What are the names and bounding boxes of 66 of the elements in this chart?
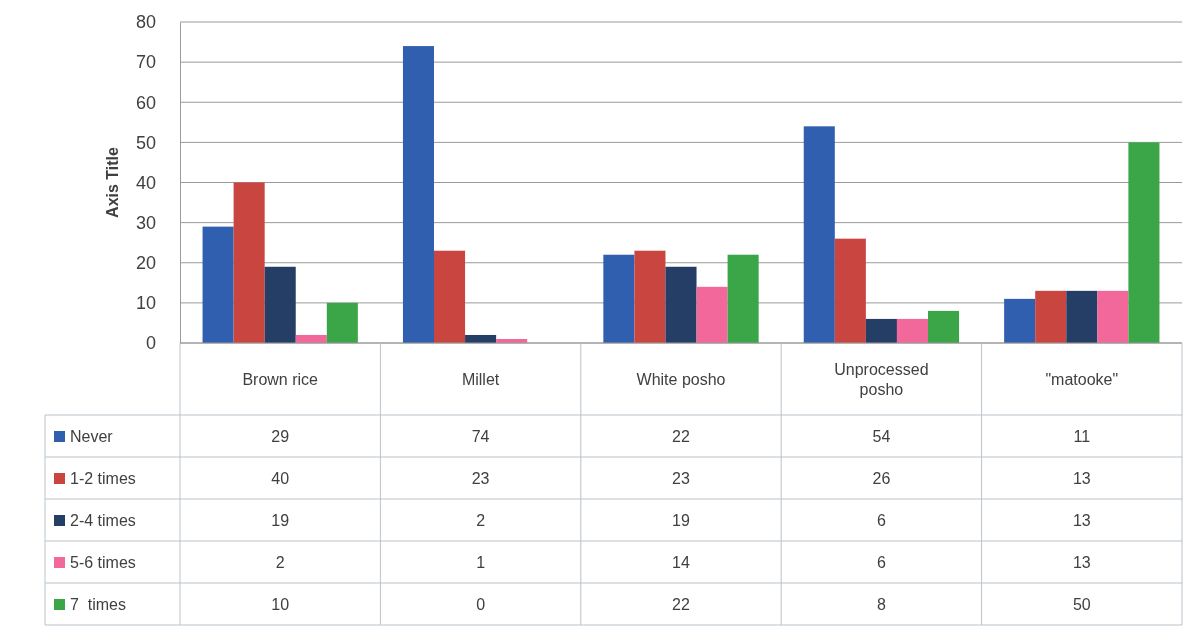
bar bbox=[1066, 290, 1098, 343]
bar bbox=[434, 250, 466, 343]
data-label: 50 bbox=[1072, 596, 1091, 613]
legend-label: Never bbox=[70, 428, 114, 445]
y-tick-label: 20 bbox=[135, 253, 156, 274]
bar bbox=[326, 302, 358, 343]
y-tick-label: 10 bbox=[135, 293, 156, 314]
data-label: 22 bbox=[672, 596, 690, 613]
data-label: 23 bbox=[471, 470, 490, 487]
data-label: 2 bbox=[476, 512, 486, 529]
data-label: 19 bbox=[271, 512, 290, 529]
data-label: 1 bbox=[476, 554, 486, 571]
bar bbox=[865, 318, 897, 343]
data-label: 6 bbox=[876, 512, 886, 529]
data-label: 22 bbox=[672, 428, 690, 445]
bar bbox=[1128, 142, 1160, 343]
x-tick-label: Unprocessed posho bbox=[834, 361, 929, 398]
bar bbox=[1097, 290, 1129, 343]
data-label: 19 bbox=[672, 512, 690, 529]
y-tick-label: 80 bbox=[135, 12, 156, 33]
data-label: 11 bbox=[1073, 428, 1091, 445]
bar bbox=[202, 226, 234, 343]
data-label: 13 bbox=[1072, 554, 1091, 571]
x-tick-label: Millet bbox=[461, 371, 500, 388]
x-tick-label: Brown rice bbox=[242, 371, 319, 388]
data-label: 54 bbox=[872, 428, 891, 445]
bar bbox=[233, 182, 265, 343]
legend-label: 7 times bbox=[70, 596, 127, 613]
x-tick-label: "matooke" bbox=[1045, 371, 1119, 388]
data-label: 13 bbox=[1072, 512, 1091, 529]
bar bbox=[264, 266, 296, 343]
bar bbox=[834, 238, 866, 343]
data-label: 14 bbox=[672, 554, 690, 571]
bar bbox=[896, 318, 928, 343]
data-label: 40 bbox=[271, 470, 290, 487]
y-axis-title: Axis Title bbox=[104, 146, 121, 218]
y-tick-label: 0 bbox=[145, 333, 156, 354]
bar bbox=[927, 310, 960, 343]
data-label: 2 bbox=[275, 554, 285, 571]
bar bbox=[727, 254, 759, 343]
data-label: 13 bbox=[1072, 470, 1091, 487]
data-label: 23 bbox=[672, 470, 690, 487]
bar bbox=[696, 286, 728, 343]
y-tick-label: 50 bbox=[135, 132, 156, 153]
bar bbox=[1035, 290, 1067, 343]
bar bbox=[603, 254, 635, 343]
data-label: 6 bbox=[876, 554, 886, 571]
x-tick-label: White posho bbox=[636, 371, 726, 388]
data-label: 0 bbox=[476, 596, 486, 613]
bar bbox=[402, 46, 435, 343]
legend-label: 1-2 times bbox=[70, 470, 136, 487]
bar bbox=[803, 126, 835, 343]
data-label: 8 bbox=[876, 596, 886, 613]
bar bbox=[665, 266, 697, 343]
bar bbox=[1004, 298, 1036, 343]
y-tick-label: 70 bbox=[135, 52, 156, 73]
data-label: 74 bbox=[471, 428, 490, 445]
legend-label: 2-4 times bbox=[70, 512, 136, 529]
y-tick-label: 30 bbox=[135, 212, 156, 233]
data-label: 29 bbox=[271, 428, 290, 445]
y-tick-label: 60 bbox=[135, 92, 156, 113]
legend-label: 5-6 times bbox=[70, 554, 136, 571]
bar bbox=[634, 250, 666, 343]
y-tick-label: 40 bbox=[135, 172, 156, 193]
data-label: 26 bbox=[872, 470, 891, 487]
data-label: 10 bbox=[271, 596, 290, 613]
